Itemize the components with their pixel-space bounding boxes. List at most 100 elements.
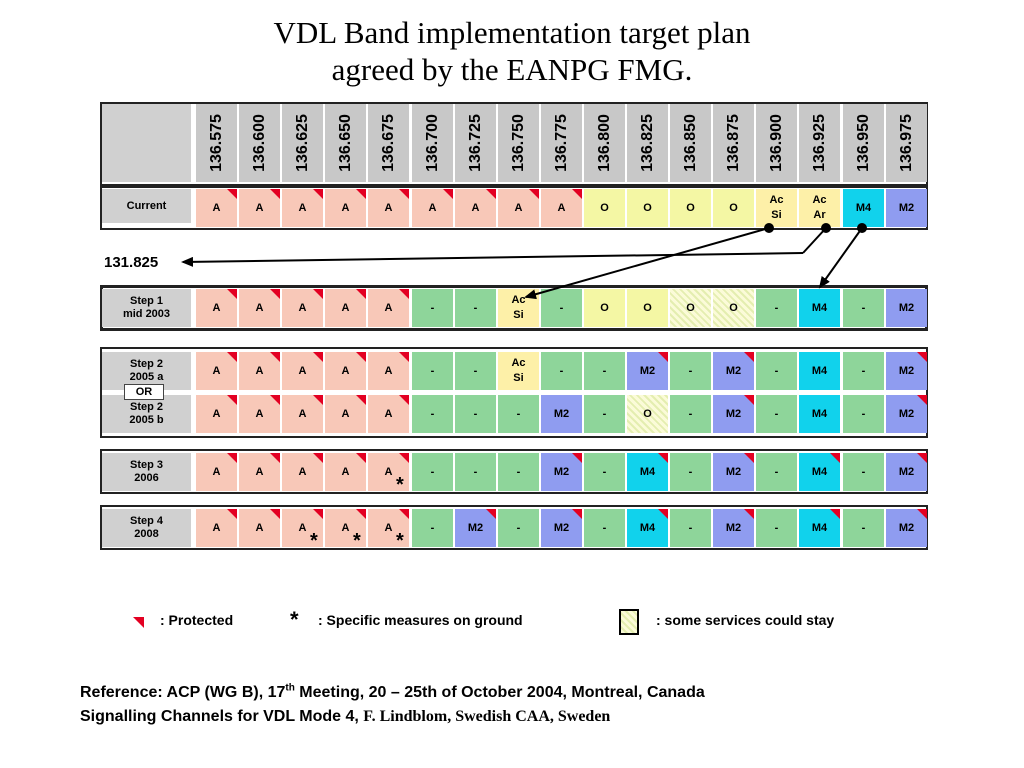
channel-cell: A [239,453,280,491]
channel-cell: O [670,189,711,227]
channel-cell-label: A [341,301,350,314]
channel-cell: - [498,395,539,433]
protected-flag-icon [399,352,409,362]
channel-cell-label: A [255,407,264,420]
row-label-line: Step 3 [129,459,163,471]
channel-cell: Ac Si [498,289,539,327]
channel-cell-label: A [428,201,437,214]
protected-flag-icon [227,352,237,362]
row-label-line: Step 4 [129,515,163,527]
channel-cell-label: O [643,301,652,314]
legend-specific-label: : Specific measures on ground [318,612,523,628]
protected-flag-icon [399,395,409,405]
channel-cell-label: - [774,301,779,314]
channel-cell: A [368,189,409,227]
channel-cell-label: A [212,301,221,314]
protected-flag-icon [830,453,840,463]
channel-cell-label: A [298,364,307,377]
frequency-header-cell: 136.625 [282,104,323,182]
protected-flag-icon [270,395,280,405]
channel-cell-label: O [600,301,609,314]
row-label-line: 2008 [134,528,159,540]
channel-cell-label: O [600,201,609,214]
channel-cell-label: A [212,521,221,534]
channel-cell: O [713,189,754,227]
channel-cell: - [756,509,797,547]
row-label-line: 2005 a [129,371,164,383]
channel-cell: O [627,289,668,327]
channel-cell-label: Ac Si [769,194,784,221]
channel-cell-label: A [298,521,307,534]
protected-flag-icon [917,352,927,362]
channel-cell-label: M4 [855,201,872,214]
protected-flag-icon [399,289,409,299]
asterisk-icon: * [396,474,404,496]
channel-cell: M2 [886,453,927,491]
protected-flag-icon [313,395,323,405]
channel-cell-label: M2 [467,521,484,534]
channel-cell: A [282,289,323,327]
channel-cell-label: A [298,301,307,314]
protected-flag-icon [313,352,323,362]
channel-cell-label: A [384,201,393,214]
channel-cell: - [412,289,453,327]
protected-flag-icon [227,189,237,199]
channel-cell: A [196,395,237,433]
channel-cell: A [368,289,409,327]
reference-line-1-pre: Reference: ACP (WG B), 17 [80,684,286,701]
frequency-label: 136.650 [336,114,354,172]
protected-flag-icon [744,509,754,519]
reference-line-2-main: Signalling Channels for VDL Mode 4, [80,708,364,725]
frequency-header-cell: 136.700 [412,104,453,182]
protected-flag-icon [658,509,668,519]
channel-cell-label: Ac Ar [812,194,827,221]
channel-cell: O [713,289,754,327]
channel-cell-label: Ac Si [511,294,526,321]
channel-cell: - [584,395,625,433]
protected-flag-icon [744,352,754,362]
channel-cell: - [455,395,496,433]
protected-flag-icon [658,453,668,463]
channel-cell-label: M4 [811,407,828,420]
channel-cell-label: A [298,407,307,420]
frequency-label: 136.925 [810,114,828,172]
channel-cell: M2 [886,189,927,227]
channel-cell: - [756,453,797,491]
protected-flag-icon [313,453,323,463]
channel-cell-label: A [212,364,221,377]
frequency-header-cell: 136.725 [455,104,496,182]
channel-cell-label: A [255,465,264,478]
channel-cell: - [756,395,797,433]
protected-flag-icon [917,509,927,519]
channel-cell-label: - [774,465,779,478]
channel-cell: M4 [627,453,668,491]
frequency-label: 136.600 [250,114,268,172]
channel-cell-label: - [430,364,435,377]
channel-cell-label: M4 [639,465,656,478]
channel-cell: - [584,453,625,491]
channel-cell-label: A [298,465,307,478]
channel-cell: A [196,352,237,390]
channel-cell: A [368,352,409,390]
channel-cell-label: A [341,364,350,377]
channel-cell: A [282,352,323,390]
channel-cell-label: - [861,521,866,534]
reference-line-2: Signalling Channels for VDL Mode 4, F. L… [80,707,610,727]
channel-cell: A [498,189,539,227]
frequency-label: 136.575 [207,114,225,172]
channel-cell: M4 [843,189,884,227]
channel-cell-label: M2 [725,465,742,478]
channel-cell-label: Ac Si [511,357,526,384]
protected-flag-icon [572,189,582,199]
channel-cell-label: - [602,407,607,420]
legend-some-services-label: : some services could stay [656,612,835,628]
channel-cell-label: A [471,201,480,214]
frequency-header-cell: 136.675 [368,104,409,182]
channel-cell-label: - [861,407,866,420]
protected-flag-icon [270,289,280,299]
channel-cell: M2 [886,509,927,547]
channel-cell: O [584,189,625,227]
channel-cell-label: M2 [639,364,656,377]
channel-cell: A [412,189,453,227]
channel-cell: M4 [799,509,840,547]
